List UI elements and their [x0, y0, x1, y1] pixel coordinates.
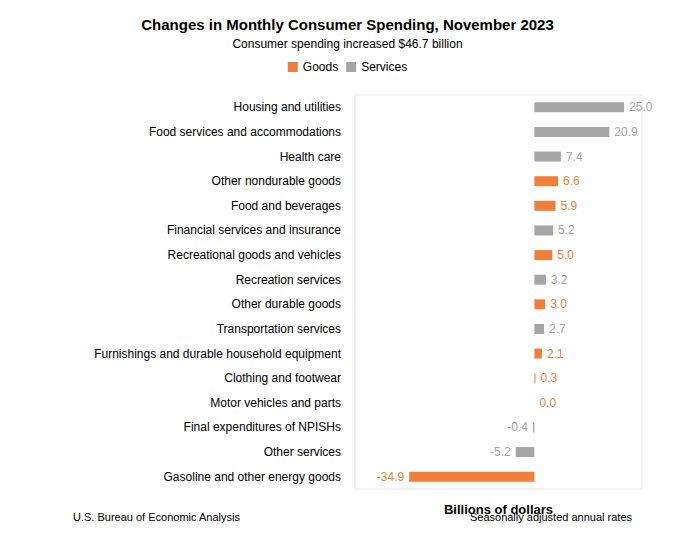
svg-text:Billions of dollars: Billions of dollars: [444, 502, 553, 517]
svg-text:3.0: 3.0: [550, 297, 567, 311]
svg-text:7.4: 7.4: [566, 150, 583, 164]
svg-text:Health care: Health care: [280, 150, 342, 164]
svg-text:-0.4: -0.4: [507, 420, 528, 434]
svg-text:0.0: 0.0: [539, 396, 556, 410]
svg-text:Recreational goods and vehicle: Recreational goods and vehicles: [168, 248, 341, 262]
svg-text:U.S. Bureau of Economic Analys: U.S. Bureau of Economic Analysis: [73, 511, 240, 523]
svg-text:2.1: 2.1: [547, 347, 564, 361]
svg-text:5.9: 5.9: [561, 199, 578, 213]
svg-text:-5.2: -5.2: [490, 445, 511, 459]
svg-text:3.2: 3.2: [551, 273, 568, 287]
svg-text:25.0: 25.0: [629, 100, 653, 114]
svg-text:20.9: 20.9: [614, 125, 638, 139]
svg-text:Housing and utilities: Housing and utilities: [234, 100, 341, 114]
svg-text:6.6: 6.6: [563, 174, 580, 188]
svg-text:Recreation services: Recreation services: [236, 273, 341, 287]
svg-text:Clothing and footwear: Clothing and footwear: [224, 371, 341, 385]
svg-text:2.7: 2.7: [549, 322, 566, 336]
svg-text:Financial services and insuran: Financial services and insurance: [167, 223, 341, 237]
svg-text:Changes in Monthly Consumer Sp: Changes in Monthly Consumer Spending, No…: [141, 16, 554, 33]
svg-text:-34.9: -34.9: [377, 470, 405, 484]
svg-text:Other services: Other services: [264, 445, 341, 459]
svg-text:Food and beverages: Food and beverages: [231, 199, 341, 213]
svg-text:Seasonally adjusted annual rat: Seasonally adjusted annual rates: [470, 511, 633, 523]
svg-text:5.0: 5.0: [557, 248, 574, 262]
svg-text:Consumer spending increased $4: Consumer spending increased $46.7 billio…: [232, 37, 462, 51]
svg-text:5.2: 5.2: [558, 223, 575, 237]
svg-text:Services: Services: [361, 60, 407, 74]
svg-text:Gasoline and other energy good: Gasoline and other energy goods: [164, 470, 341, 484]
svg-text:Final expenditures of NPISHs: Final expenditures of NPISHs: [184, 420, 341, 434]
svg-text:Goods: Goods: [303, 60, 338, 74]
svg-text:0.3: 0.3: [540, 371, 557, 385]
svg-text:Food services and accommodatio: Food services and accommodations: [149, 125, 341, 139]
svg-text:Other durable goods: Other durable goods: [232, 297, 341, 311]
svg-text:Transportation services: Transportation services: [217, 322, 341, 336]
svg-text:Furnishings and durable househ: Furnishings and durable household equipm…: [94, 347, 342, 361]
svg-text:Motor vehicles and parts: Motor vehicles and parts: [210, 396, 341, 410]
svg-text:Other nondurable goods: Other nondurable goods: [212, 174, 341, 188]
